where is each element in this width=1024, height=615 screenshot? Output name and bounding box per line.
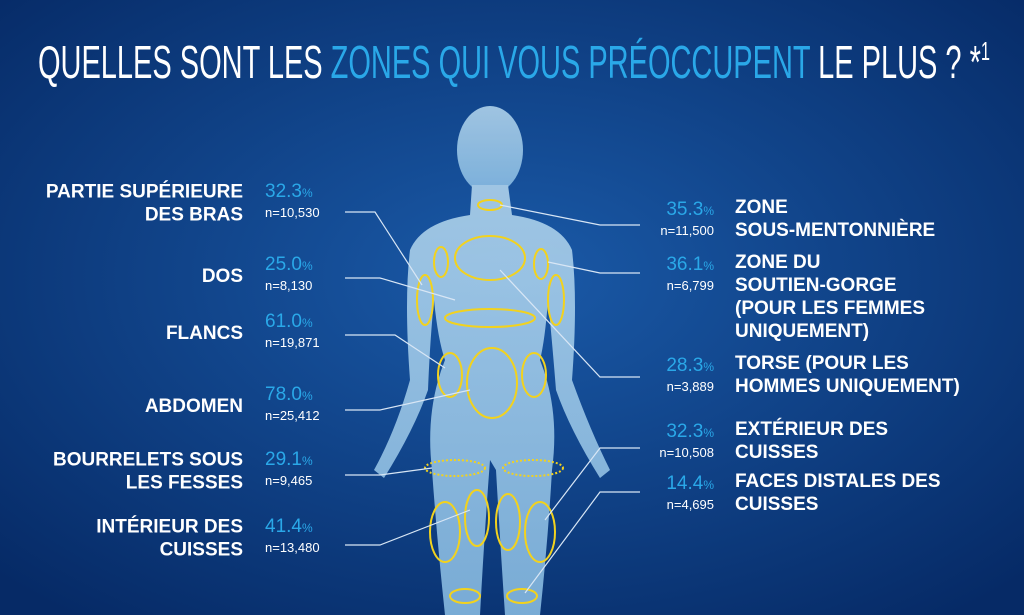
zone-label: EXTÉRIEUR DES xyxy=(735,418,888,440)
title-part: LE PLUS ? * xyxy=(810,36,981,88)
percent-value: 32.3 xyxy=(265,181,302,202)
zone-label: BOURRELETS SOUS xyxy=(53,450,243,471)
percent-unit: % xyxy=(703,360,714,374)
sample-size: n=10,530 xyxy=(265,205,320,220)
percent-value: 61.0 xyxy=(265,311,302,332)
title-superscript: 1 xyxy=(981,36,990,66)
zones xyxy=(416,199,565,604)
percent-unit: % xyxy=(302,186,313,200)
zone-label: ZONE DU xyxy=(735,252,821,273)
zone-label: FLANCS xyxy=(166,323,243,344)
percent-unit: % xyxy=(302,454,313,468)
zone-percent: 25.0% xyxy=(265,254,313,275)
zone-percent: 28.3% xyxy=(666,355,714,376)
sample-size: n=8,130 xyxy=(265,278,312,293)
percent-value: 35.3 xyxy=(666,199,703,220)
zone-label: CUISSES xyxy=(160,540,243,561)
percent-unit: % xyxy=(302,521,313,535)
zone-label: UNIQUEMENT) xyxy=(735,321,869,342)
zone-percent: 36.1% xyxy=(666,254,714,275)
percent-unit: % xyxy=(703,478,714,492)
percent-value: 25.0 xyxy=(265,254,302,275)
zone-label: CUISSES xyxy=(735,442,818,463)
percent-value: 32.3 xyxy=(666,421,703,442)
sample-size: n=11,500 xyxy=(660,223,714,238)
percent-value: 78.0 xyxy=(265,384,302,405)
title-part: QUELLES SONT LES xyxy=(38,36,331,88)
zone-percent: 32.3% xyxy=(666,421,714,442)
title-highlight: ZONES QUI VOUS PRÉOCCUPENT xyxy=(331,36,811,88)
zone-label: SOUS-MENTONNIÈRE xyxy=(735,219,935,241)
percent-value: 28.3 xyxy=(666,355,703,376)
sample-size: n=9,465 xyxy=(265,473,312,488)
leader-lines xyxy=(345,204,640,594)
zone-percent: 14.4% xyxy=(666,473,714,494)
sample-size: n=3,889 xyxy=(667,379,714,394)
title: QUELLES SONT LES ZONES QUI VOUS PRÉOCCUP… xyxy=(38,36,990,88)
sample-size: n=10,508 xyxy=(659,445,714,460)
zone-label: HOMMES UNIQUEMENT) xyxy=(735,376,960,397)
zone-label: PARTIE SUPÉRIEURE xyxy=(46,181,243,203)
zone-label: FACES DISTALES DES xyxy=(735,471,941,492)
percent-value: 29.1 xyxy=(265,449,302,470)
sample-size: n=6,799 xyxy=(667,278,714,293)
zone-label: DES BRAS xyxy=(145,205,243,226)
percent-value: 14.4 xyxy=(666,473,703,494)
zone-percent: 29.1% xyxy=(265,449,313,470)
zone-label: ABDOMEN xyxy=(145,396,243,417)
zone-percent: 78.0% xyxy=(265,384,313,405)
zone-percent: 35.3% xyxy=(666,199,714,220)
zone-percent: 32.3% xyxy=(265,181,313,202)
zone-label: INTÉRIEUR DES xyxy=(96,516,243,538)
zone-percent: 61.0% xyxy=(265,311,313,332)
percent-unit: % xyxy=(302,389,313,403)
zone-percent: 41.4% xyxy=(265,516,313,537)
sample-size: n=25,412 xyxy=(265,408,320,423)
sample-size: n=13,480 xyxy=(265,540,320,555)
percent-value: 41.4 xyxy=(265,516,302,537)
sample-size: n=19,871 xyxy=(265,335,320,350)
percent-unit: % xyxy=(302,259,313,273)
percent-value: 36.1 xyxy=(666,254,703,275)
zone-label: TORSE (POUR LES xyxy=(735,353,909,374)
zone-label: SOUTIEN-GORGE xyxy=(735,275,897,296)
zone-label: (POUR LES FEMMES xyxy=(735,298,925,319)
zone-label: ZONE xyxy=(735,197,788,218)
percent-unit: % xyxy=(703,204,714,218)
sample-size: n=4,695 xyxy=(667,497,714,512)
zone-label: CUISSES xyxy=(735,494,818,515)
percent-unit: % xyxy=(703,259,714,273)
percent-unit: % xyxy=(302,316,313,330)
zone-label: LES FESSES xyxy=(126,473,243,494)
zone-label: DOS xyxy=(202,266,243,287)
percent-unit: % xyxy=(703,426,714,440)
